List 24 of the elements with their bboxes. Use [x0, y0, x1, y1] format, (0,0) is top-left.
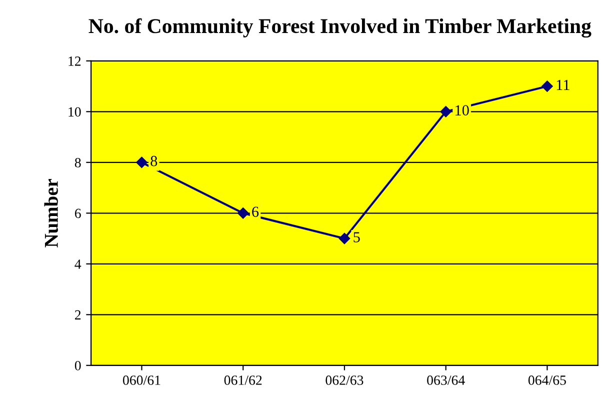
- y-axis-title: Number: [44, 179, 58, 248]
- point: [542, 80, 553, 92]
- point: [338, 232, 350, 244]
- y-tick-label: 12: [68, 56, 81, 66]
- data-label: 8: [150, 156, 158, 166]
- y-tick-label: 0: [74, 360, 81, 370]
- x-tick-label: 062/63: [326, 376, 364, 385]
- point: [136, 156, 148, 168]
- point: [440, 106, 452, 118]
- y-tick-label: 2: [74, 310, 81, 320]
- data-label: 10: [456, 105, 469, 116]
- x-tick-label: 060/61: [122, 376, 160, 385]
- data-label: 11: [556, 80, 570, 90]
- point: [238, 208, 249, 219]
- chart-title: No. of Community Forest Involved in Timber Marketing: [88, 18, 592, 38]
- x-tick-label: 061/62: [224, 376, 262, 385]
- x-tick-label: 064/65: [528, 376, 566, 385]
- y-tick-label: 8: [74, 158, 81, 168]
- data-label: 5: [354, 232, 360, 242]
- y-tick-label: 4: [74, 260, 82, 269]
- x-tick-label: 063/64: [427, 376, 465, 385]
- data-label: 6: [252, 206, 259, 217]
- y-tick-label: 10: [68, 107, 81, 117]
- y-tick-label: 6: [74, 208, 81, 218]
